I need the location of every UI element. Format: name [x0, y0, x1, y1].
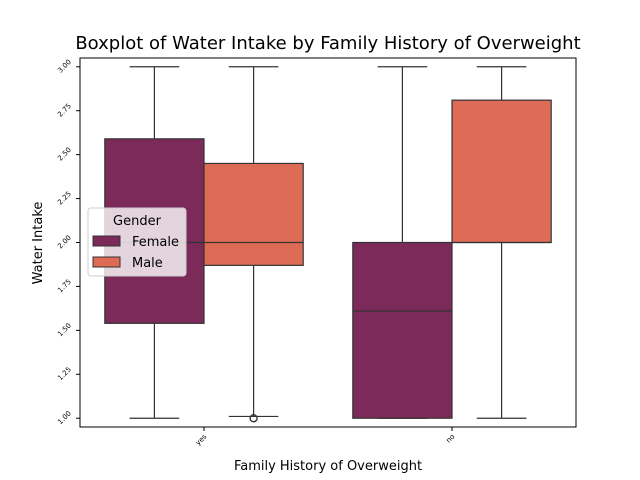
y-tick-label: 1.00: [56, 409, 73, 426]
x-tick-label: no: [445, 433, 457, 445]
x-axis-label: Family History of Overweight: [234, 459, 422, 474]
x-tick-label: yes: [194, 433, 208, 447]
y-tick-label: 1.50: [56, 322, 73, 339]
y-axis-label: Water Intake: [31, 202, 46, 285]
box-male-yes: [203, 162, 304, 266]
box-male-no: [451, 99, 552, 244]
legend-swatch-male: [92, 256, 121, 268]
y-tick-label: 2.25: [56, 190, 73, 207]
legend-label-male: Male: [132, 256, 163, 271]
legend: Gender Female Male: [87, 207, 187, 277]
y-tick-label: 2.75: [56, 102, 73, 119]
outlier-male-yes: [249, 414, 258, 423]
y-tick-label: 1.25: [56, 366, 73, 383]
y-tick-label: 1.75: [56, 278, 73, 295]
y-tick-label: 2.50: [56, 146, 73, 163]
legend-swatch-female: [92, 235, 121, 247]
y-tick-label: 2.00: [56, 234, 73, 251]
legend-label-female: Female: [132, 235, 179, 250]
box-female-no: [352, 241, 453, 419]
y-tick-label: 3.00: [56, 58, 73, 75]
chart-title: Boxplot of Water Intake by Family Histor…: [75, 33, 580, 54]
legend-title: Gender: [113, 214, 162, 229]
